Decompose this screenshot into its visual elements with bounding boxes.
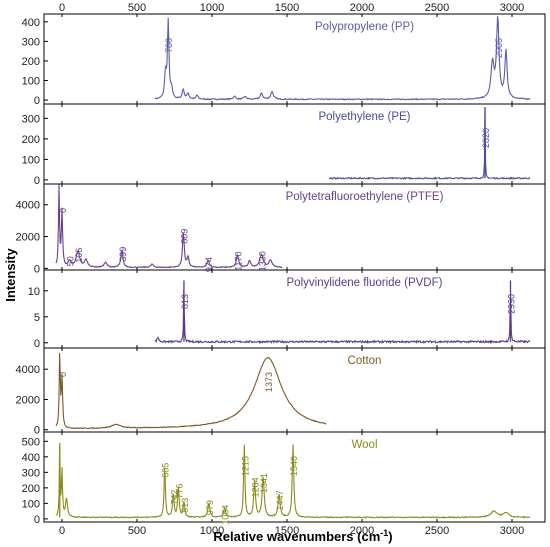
y-tick-label: 0 [34, 338, 40, 350]
y-tick-label: 4000 [16, 364, 40, 376]
y-tick-label: 4000 [16, 200, 40, 212]
y-tick-label: 2000 [16, 232, 40, 244]
y-tick-label: 5 [34, 312, 40, 324]
panel-1: 0 100 200 300 400 Polypropylene (PP) 708 2905 [22, 13, 546, 107]
panel-4: 0 5 10 Polyvinylidene fluoride (PVDF) 813 299… [28, 269, 546, 350]
y-tick-label: 300 [22, 113, 40, 125]
y-tick-label: 0 [34, 514, 40, 526]
panel-title: Cotton [348, 355, 382, 367]
bottom-x-tick-label: 1000 [200, 525, 224, 537]
peak-label: 813 [180, 498, 190, 513]
peak-label: 776 [174, 484, 184, 499]
peak-label: 1341 [259, 473, 269, 493]
peak-label: 2990 [507, 294, 517, 314]
peak-label: 50 [66, 256, 76, 266]
spectrum-line [55, 184, 283, 269]
y-tick-label: 400 [22, 452, 40, 464]
top-x-axis: 0 500 1000 1500 2000 2500 3000 [59, 2, 524, 14]
peak-label: 809 [179, 229, 189, 244]
peak-label: 685 [161, 463, 171, 478]
peak-label: 1084 [221, 505, 231, 525]
peak-label: 1373 [264, 372, 274, 392]
y-tick-label: 200 [22, 483, 40, 495]
top-x-tick-label: 500 [128, 2, 146, 14]
panel-frame [43, 103, 546, 185]
y-tick-label: 10 [28, 286, 40, 298]
y-axis-label: Intensity [3, 248, 18, 302]
y-tick-label: 2000 [16, 394, 40, 406]
peak-label: 742 [169, 490, 179, 505]
y-tick-label: 500 [22, 436, 40, 448]
y-tick-label: 0 [34, 175, 40, 187]
bottom-x-tick-label: 0 [59, 525, 65, 537]
y-tick-label: 0 [34, 263, 40, 275]
bottom-x-tick-label: 500 [128, 525, 146, 537]
y-tick-label: 0 [34, 95, 40, 107]
peak-label: 708 [164, 38, 174, 53]
peak-label: 813 [180, 294, 190, 309]
peak-label: 0 [58, 372, 68, 377]
y-tick-label: 0 [34, 425, 40, 437]
panel-5: 0 2000 4000 Cotton 0 1373 [16, 347, 546, 437]
peak-label: 979 [205, 500, 215, 515]
spectrum-line [328, 106, 531, 181]
panel-title: Wool [352, 439, 378, 451]
spectrum-line [154, 16, 531, 101]
peak-label: 1447 [275, 490, 285, 510]
bottom-x-tick-label: 2000 [350, 525, 374, 537]
x-axis-label: Relative wavenumbers (cm-1) [213, 528, 392, 544]
panel-title: Polytetrafluoroethylene (PTFE) [286, 191, 444, 203]
y-tick-label: 100 [22, 76, 40, 88]
panel-3: 0 2000 4000 Polytetrafluoroethylene (PTFE) 0… [16, 183, 546, 275]
top-x-tick-label: 2500 [425, 2, 449, 14]
y-tick-label: 300 [22, 467, 40, 479]
top-x-tick-label: 1000 [200, 2, 224, 14]
y-tick-label: 200 [22, 134, 40, 146]
panel-title: Polypropylene (PP) [315, 21, 414, 33]
top-x-tick-label: 0 [59, 2, 65, 14]
bottom-x-tick-label: 1500 [275, 525, 299, 537]
peak-label: 1330 [258, 251, 268, 271]
panel-frame [43, 13, 546, 105]
top-x-tick-label: 1500 [275, 2, 299, 14]
peak-label: 1215 [240, 456, 250, 476]
y-tick-label: 100 [22, 154, 40, 166]
peak-label: 1284 [251, 477, 261, 497]
spectrum-line [55, 352, 327, 430]
bottom-x-tick-label: 3000 [500, 525, 524, 537]
y-tick-label: 200 [22, 56, 40, 68]
peak-label: 1540 [289, 456, 299, 476]
bottom-x-axis: 0 500 1000 1500 2000 2500 3000 [59, 525, 524, 537]
y-tick-label: 400 [22, 17, 40, 29]
peak-label: 0 [58, 208, 68, 213]
top-x-tick-label: 3000 [500, 2, 524, 14]
peak-label: 106 [74, 248, 84, 263]
panel-title: Polyvinylidene fluoride (PVDF) [287, 277, 443, 289]
panel-frame [43, 347, 546, 433]
panel-2: 0 100 200 300 Polyethylene (PE) 2820 [22, 103, 546, 187]
panel-frame [43, 431, 546, 523]
panel-title: Polyethylene (PE) [318, 111, 410, 123]
peak-label: 1170 [234, 251, 244, 270]
y-tick-label: 100 [22, 498, 40, 510]
bottom-x-tick-label: 2500 [425, 525, 449, 537]
top-x-tick-label: 2000 [350, 2, 374, 14]
peak-label: 2820 [481, 128, 491, 148]
y-tick-label: 300 [22, 36, 40, 48]
peak-label: 2905 [494, 38, 504, 58]
peak-label: 399 [118, 247, 128, 262]
peak-label: 974 [204, 257, 214, 272]
spectrum-line [55, 444, 531, 519]
spectrum-line [154, 289, 531, 345]
